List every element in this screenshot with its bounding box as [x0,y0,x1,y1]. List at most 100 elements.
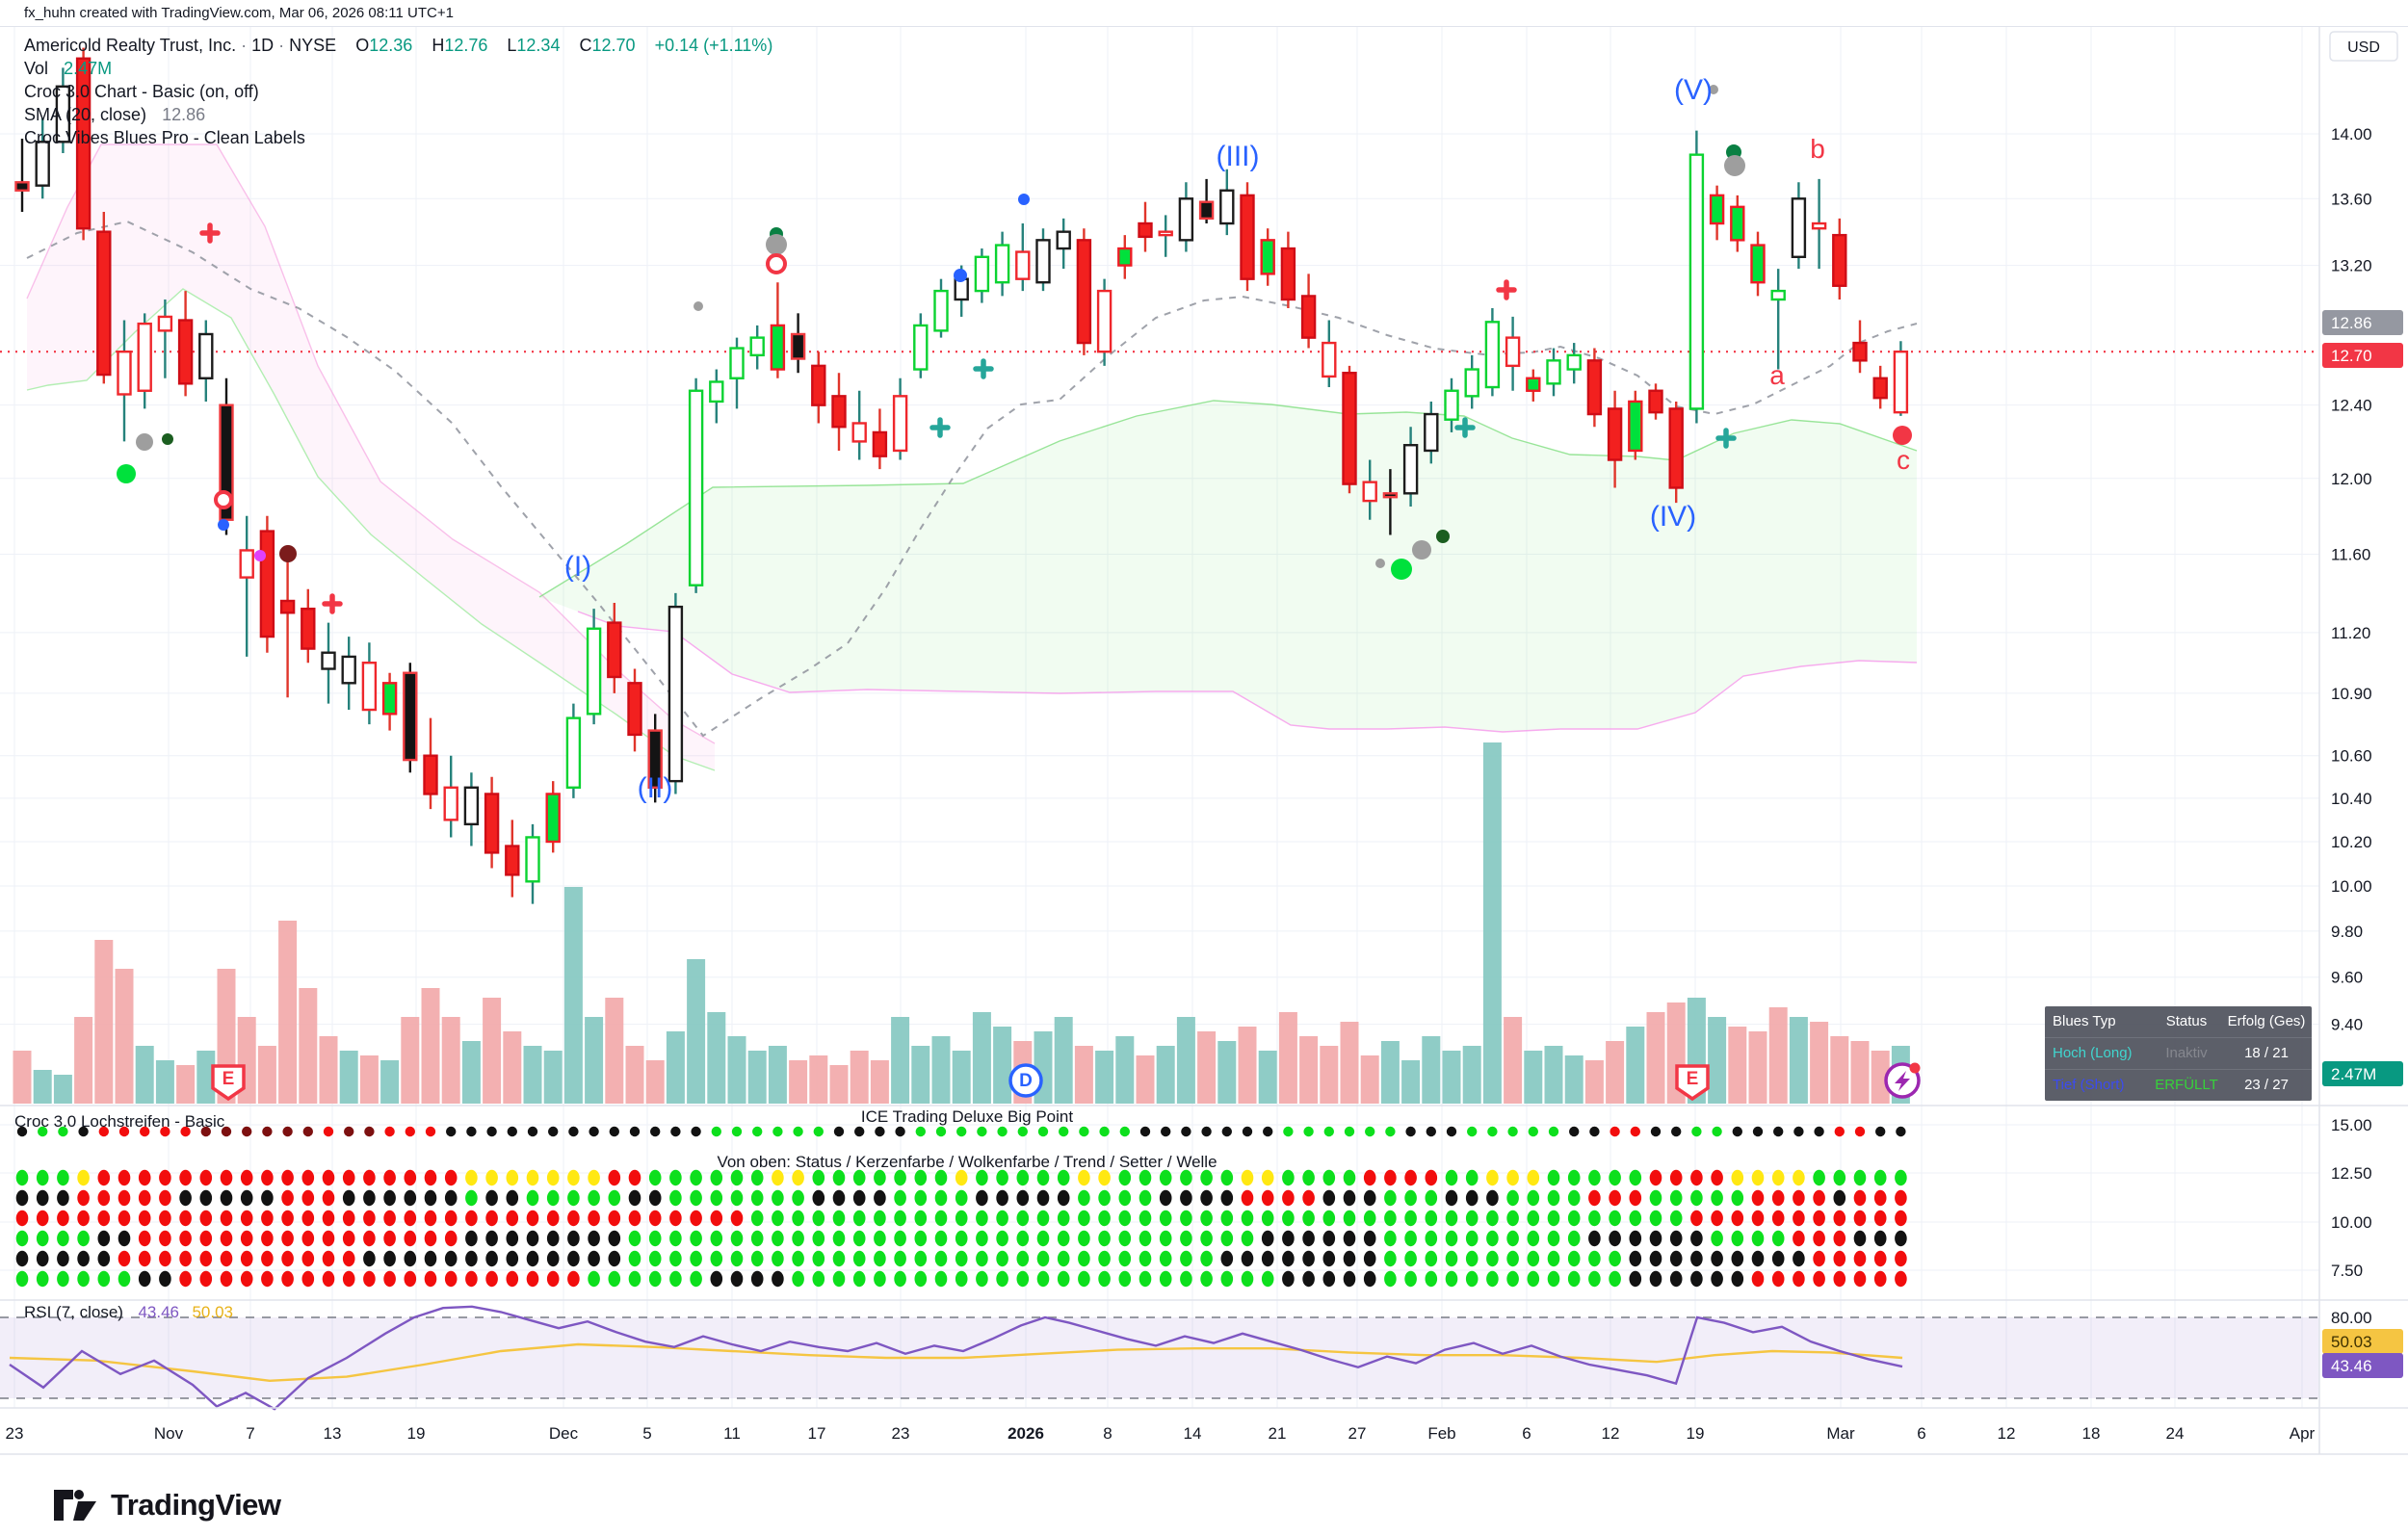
symbol-timeframe[interactable]: 1D [251,36,275,55]
croc-chart-label: Croc 3.0 Chart - Basic (on, off) [24,82,259,101]
setter-dot [1731,1250,1744,1267]
welle-dot [1547,1270,1560,1288]
candle-body [1240,194,1255,280]
setter-dot [1078,1250,1090,1267]
wolken-dot [567,1210,580,1227]
volume-legend-row[interactable]: Vol 2.47M [24,58,772,80]
status-dot [485,1169,498,1186]
abc-wave-label: c [1897,445,1910,475]
kerzen-dot [199,1189,213,1207]
time-axis-tick: 19 [1687,1424,1705,1443]
welle-dot [996,1270,1008,1288]
kerzen-dot [1078,1189,1090,1207]
status-dot [1139,1169,1152,1186]
candle-body [1505,336,1521,368]
candle-body [403,671,418,762]
marker-ring [766,253,787,274]
kerzen-dot [77,1189,90,1207]
welle-dot [648,1270,662,1288]
axis-badge [2322,1329,2403,1354]
price-axis-tick: 10.90 [2331,685,2372,703]
setter-dot [976,1250,988,1267]
croc-chart-legend-row[interactable]: Croc 3.0 Chart - Basic (on, off) [24,81,772,103]
status-dot [1649,1169,1662,1186]
status-dot [772,1169,784,1186]
marker-dot [117,464,136,483]
wolken-dot [342,1210,355,1227]
symbol-exchange[interactable]: NYSE [289,36,337,55]
kerzen-dot [383,1189,396,1207]
welle-dot [404,1270,417,1288]
ice-dot [302,1126,313,1137]
status-dot [1853,1169,1867,1186]
trend-dot [1343,1230,1356,1247]
ice-dot [956,1126,967,1137]
kerzen-dot [1895,1189,1907,1207]
symbol-row[interactable]: Americold Realty Trust, Inc. · 1D · NYSE… [24,36,773,55]
setter-dot [1833,1250,1846,1267]
kerzen-dot [1609,1189,1621,1207]
trend-dot [730,1230,744,1247]
setter-dot [1690,1250,1703,1267]
status-dot [730,1169,744,1186]
setter-dot [567,1250,580,1267]
setter-dot [1098,1250,1111,1267]
kerzen-dot [485,1189,498,1207]
kerzen-dot [669,1189,682,1207]
ice-dot [997,1126,1008,1137]
trend-dot [588,1230,600,1247]
status-dot [1343,1169,1356,1186]
welle-dot [1322,1270,1336,1288]
setter-dot [465,1250,478,1267]
loch-pane-label[interactable]: Croc 3.0 Lochstreifen - Basic [14,1112,225,1131]
currency-button[interactable]: USD [2329,31,2398,62]
status-dot [465,1169,478,1186]
ice-dot [140,1126,150,1137]
kerzen-dot [1343,1189,1356,1207]
status-dot [934,1169,948,1186]
status-dot [97,1169,111,1186]
setter-dot [1445,1250,1458,1267]
kerzen-dot [914,1189,928,1207]
setter-dot [363,1250,376,1267]
status-dot [1282,1169,1295,1186]
wolken-dot [1793,1210,1805,1227]
trend-dot [383,1230,396,1247]
status-dot [220,1169,233,1186]
marker-plus-icon [1454,417,1476,438]
trend-dot [1895,1230,1907,1247]
setter-dot [342,1250,355,1267]
candle-body [1526,377,1541,392]
ice-dot [629,1126,641,1137]
croc-vibes-legend-row[interactable]: Croc Vibes Blues Pro - Clean Labels [24,127,772,149]
candle-body [892,395,908,453]
kerzen-dot [1873,1189,1887,1207]
welle-dot [1751,1270,1765,1288]
trend-dot [1567,1230,1581,1247]
candle-body [1586,359,1603,416]
elliott-wave-label: (IV) [1650,501,1696,533]
time-axis-tick: 23 [892,1424,910,1443]
welle-dot [1567,1270,1581,1288]
symbol-name[interactable]: Americold Realty Trust, Inc. [24,36,237,55]
sma-legend-row[interactable]: SMA (20, close) 12.86 [24,104,772,126]
trend-dot [342,1230,355,1247]
candle-body [96,230,112,377]
loch-axis-tick: 10.00 [2331,1213,2372,1232]
trend-dot [485,1230,498,1247]
kerzen-dot [404,1189,417,1207]
trend-dot [1057,1230,1070,1247]
wolken-dot [1425,1210,1438,1227]
setter-dot [934,1250,948,1267]
candle-body [484,793,500,854]
welle-dot [444,1270,458,1288]
setter-dot [1609,1250,1621,1267]
marker-dot [1375,559,1385,568]
volume-bar [1544,1046,1563,1104]
setter-dot [1180,1250,1192,1267]
tradingview-logo[interactable]: TradingView [53,1486,281,1524]
rsi-pane-label[interactable]: RSI (7, close) 43.46 50.03 [24,1303,233,1322]
status-dot [1465,1169,1479,1186]
volume-bar [461,1041,481,1104]
